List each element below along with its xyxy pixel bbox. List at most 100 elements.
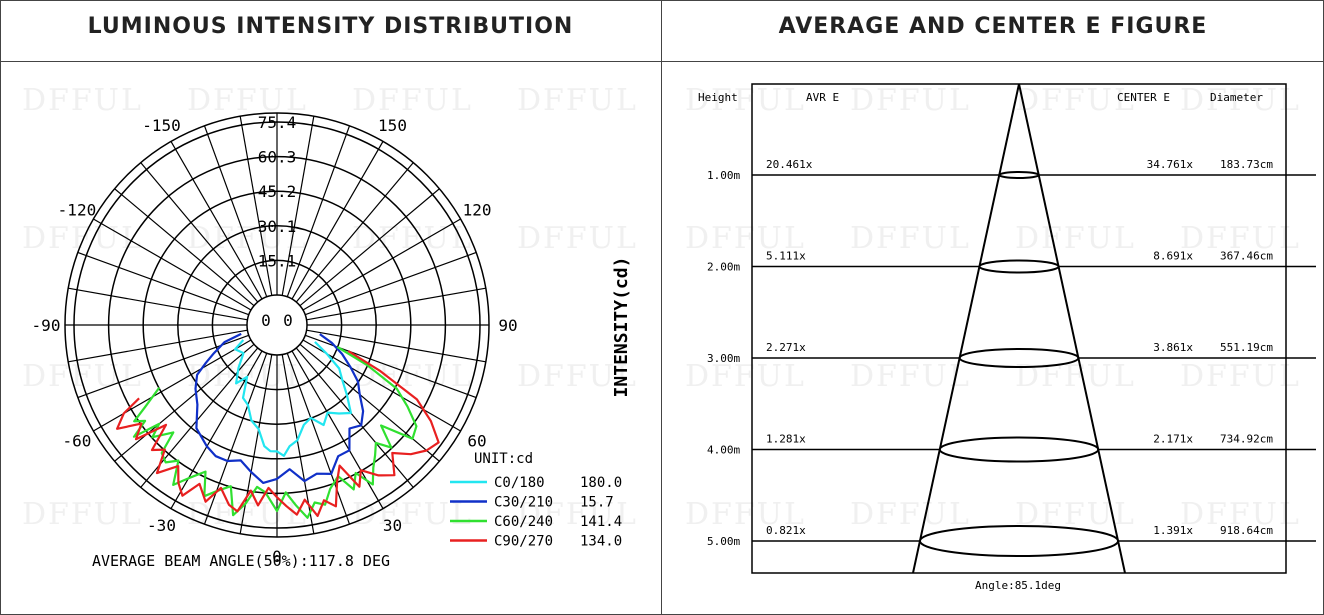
watermark-text: DFFUL bbox=[22, 359, 143, 394]
cone-ellipse bbox=[918, 525, 1120, 557]
row-diameter-value: 183.73cm bbox=[1220, 158, 1273, 171]
series-line-C30-210 bbox=[194, 332, 365, 484]
polar-spoke bbox=[203, 352, 268, 525]
watermark-text: DFFUL bbox=[850, 221, 971, 256]
radial-tick-label: 60.3 bbox=[258, 148, 297, 167]
angle-label: 150 bbox=[378, 116, 407, 135]
legend-series-value: 180.0 bbox=[580, 475, 622, 491]
polar-spoke bbox=[68, 329, 248, 363]
angle-label: -60 bbox=[62, 432, 91, 451]
polar-spoke bbox=[299, 188, 440, 307]
angle-label: 90 bbox=[498, 316, 517, 335]
row-center-e-value: 2.171x bbox=[1153, 433, 1193, 446]
watermark-text: DFFUL bbox=[850, 359, 971, 394]
polar-spoke bbox=[306, 329, 486, 363]
row-avr-e-value: 20.461x bbox=[766, 158, 813, 171]
row-avr-e-value: 2.271x bbox=[766, 341, 806, 354]
watermark-text: DFFUL bbox=[22, 221, 143, 256]
row-center-e-value: 1.391x bbox=[1153, 524, 1193, 537]
legend-series-name: C60/240 bbox=[494, 514, 553, 530]
polar-intensity-chart: DFFUL DFFUL DFFUL DFFUL DFFUL DFFUL DFFUL DFFUL… bbox=[22, 83, 638, 570]
polar-spoke bbox=[291, 141, 384, 300]
watermark-text: DFFUL bbox=[1180, 497, 1301, 532]
legend-series-value: 141.4 bbox=[580, 514, 622, 530]
watermark-text: DFFUL bbox=[517, 359, 638, 394]
watermark-text: DFFUL bbox=[187, 83, 308, 118]
legend-series-name: C0/180 bbox=[494, 475, 545, 491]
row-diameter-value: 734.92cm bbox=[1220, 433, 1273, 446]
right-panel-title: AVERAGE AND CENTER E FIGURE bbox=[778, 14, 1208, 39]
polar-inner-ring bbox=[246, 294, 308, 356]
row-avr-e-value: 5.111x bbox=[766, 250, 806, 263]
radial-tick-label: 30.1 bbox=[258, 217, 297, 236]
legend-series-value: 134.0 bbox=[580, 534, 622, 550]
polar-spoke bbox=[299, 343, 440, 462]
radial-tick-label: 45.2 bbox=[258, 182, 297, 201]
row-center-e-value: 3.861x bbox=[1153, 341, 1193, 354]
radial-tick-label: 75.4 bbox=[258, 113, 297, 132]
legend-series-name: C90/270 bbox=[494, 534, 553, 550]
watermark-text: DFFUL bbox=[352, 221, 473, 256]
series-line-C90-270 bbox=[116, 350, 440, 517]
legend-series-name: C30/210 bbox=[494, 495, 553, 511]
row-avr-e-value: 1.281x bbox=[766, 433, 806, 446]
polar-spoke bbox=[114, 343, 255, 462]
column-header-height: Height bbox=[698, 91, 738, 104]
watermark-text: DFFUL bbox=[517, 497, 638, 532]
column-header-diameter: Diameter bbox=[1210, 91, 1263, 104]
angle-label: -30 bbox=[147, 516, 176, 535]
column-header-center-e: CENTER E bbox=[1117, 91, 1170, 104]
polar-spoke bbox=[68, 287, 248, 321]
legend-series-value: 15.7 bbox=[580, 495, 614, 511]
angle-label: 0 bbox=[272, 547, 282, 566]
cone-ellipse bbox=[938, 436, 1100, 463]
watermark-text: DFFUL bbox=[1015, 83, 1136, 118]
watermark-text: DFFUL bbox=[22, 497, 143, 532]
row-height-label: 3.00m bbox=[707, 352, 740, 365]
angle-label: 120 bbox=[463, 201, 492, 220]
watermark-text: DFFUL bbox=[1180, 221, 1301, 256]
polar-spoke bbox=[306, 287, 486, 321]
row-height-label: 1.00m bbox=[707, 169, 740, 182]
panel-divider bbox=[661, 0, 662, 615]
illuminance-cone-figure: DFFUL DFFUL DFFUL DFFUL DFFUL DFFUL DFFUL DFFUL… bbox=[685, 83, 1316, 592]
cone-ellipse bbox=[958, 348, 1080, 368]
cone-ellipse bbox=[998, 171, 1040, 179]
polar-spoke bbox=[93, 339, 252, 432]
polar-spoke bbox=[114, 188, 255, 307]
row-height-label: 4.00m bbox=[707, 444, 740, 457]
radial-tick-label: 15.1 bbox=[258, 251, 297, 270]
watermark-text: DFFUL bbox=[685, 221, 806, 256]
beam-angle-text: AVERAGE BEAM ANGLE(50%):117.8 DEG bbox=[92, 552, 390, 570]
watermark-text: DFFUL bbox=[685, 83, 806, 118]
row-diameter-value: 367.46cm bbox=[1220, 250, 1273, 263]
polar-spoke bbox=[295, 162, 414, 303]
angle-label: 30 bbox=[383, 516, 402, 535]
polar-spoke bbox=[281, 116, 315, 296]
watermark-text: DFFUL bbox=[1180, 83, 1301, 118]
polar-spoke bbox=[286, 125, 351, 298]
column-header-avr-e: AVR E bbox=[806, 91, 839, 104]
row-avr-e-value: 0.821x bbox=[766, 524, 806, 537]
polar-spoke bbox=[203, 125, 268, 298]
cone-edge-right bbox=[1018, 83, 1126, 574]
row-diameter-value: 551.19cm bbox=[1220, 341, 1273, 354]
left-panel-title: LUMINOUS INTENSITY DISTRIBUTION bbox=[87, 14, 574, 39]
row-center-e-value: 34.761x bbox=[1147, 158, 1194, 171]
polar-spoke bbox=[170, 141, 263, 300]
polar-spoke bbox=[93, 218, 252, 311]
watermark-text: DFFUL bbox=[517, 83, 638, 118]
header-divider bbox=[0, 61, 1324, 62]
watermark-text: DFFUL bbox=[850, 497, 971, 532]
watermark-text: DFFUL bbox=[1015, 221, 1136, 256]
series-line-C60-240 bbox=[132, 346, 418, 519]
watermark-text: DFFUL bbox=[1180, 359, 1301, 394]
watermark-text: DFFUL bbox=[685, 359, 806, 394]
watermark-text: DFFUL bbox=[517, 221, 638, 256]
row-diameter-value: 918.64cm bbox=[1220, 524, 1273, 537]
polar-spoke bbox=[140, 162, 259, 303]
polar-spoke bbox=[302, 218, 461, 311]
radial-axis-label: INTENSITY(cd) bbox=[611, 257, 632, 398]
cone-angle-text: Angle:85.1deg bbox=[975, 579, 1061, 592]
angle-label: -90 bbox=[32, 316, 61, 335]
